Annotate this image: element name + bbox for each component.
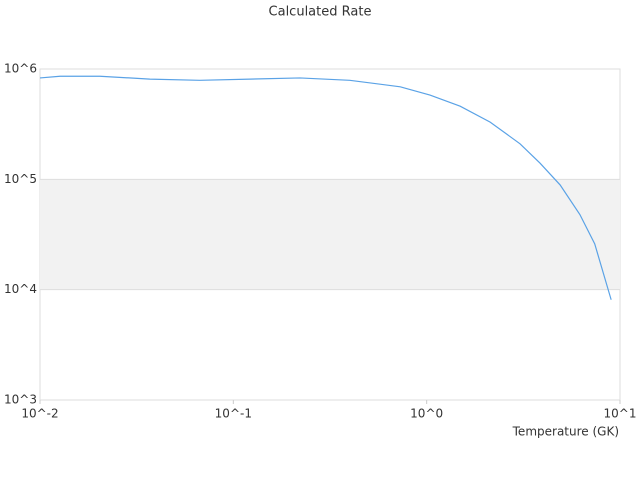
y-tick-label: 10^5 xyxy=(4,172,37,186)
x-tick-label: 10^0 xyxy=(410,407,443,421)
y-tick-label: 10^6 xyxy=(4,62,37,76)
x-axis-label: Temperature (GK) xyxy=(512,425,619,439)
band xyxy=(40,179,620,290)
chart-title: Calculated Rate xyxy=(269,5,372,20)
series-line xyxy=(39,75,612,300)
y-tick-label: 10^4 xyxy=(4,282,37,296)
x-tick-label: 10^1 xyxy=(604,407,637,421)
x-tick-label: 10^-1 xyxy=(215,407,252,421)
x-tick-label: 10^-2 xyxy=(21,407,58,421)
y-tick-label: 10^3 xyxy=(4,393,37,407)
